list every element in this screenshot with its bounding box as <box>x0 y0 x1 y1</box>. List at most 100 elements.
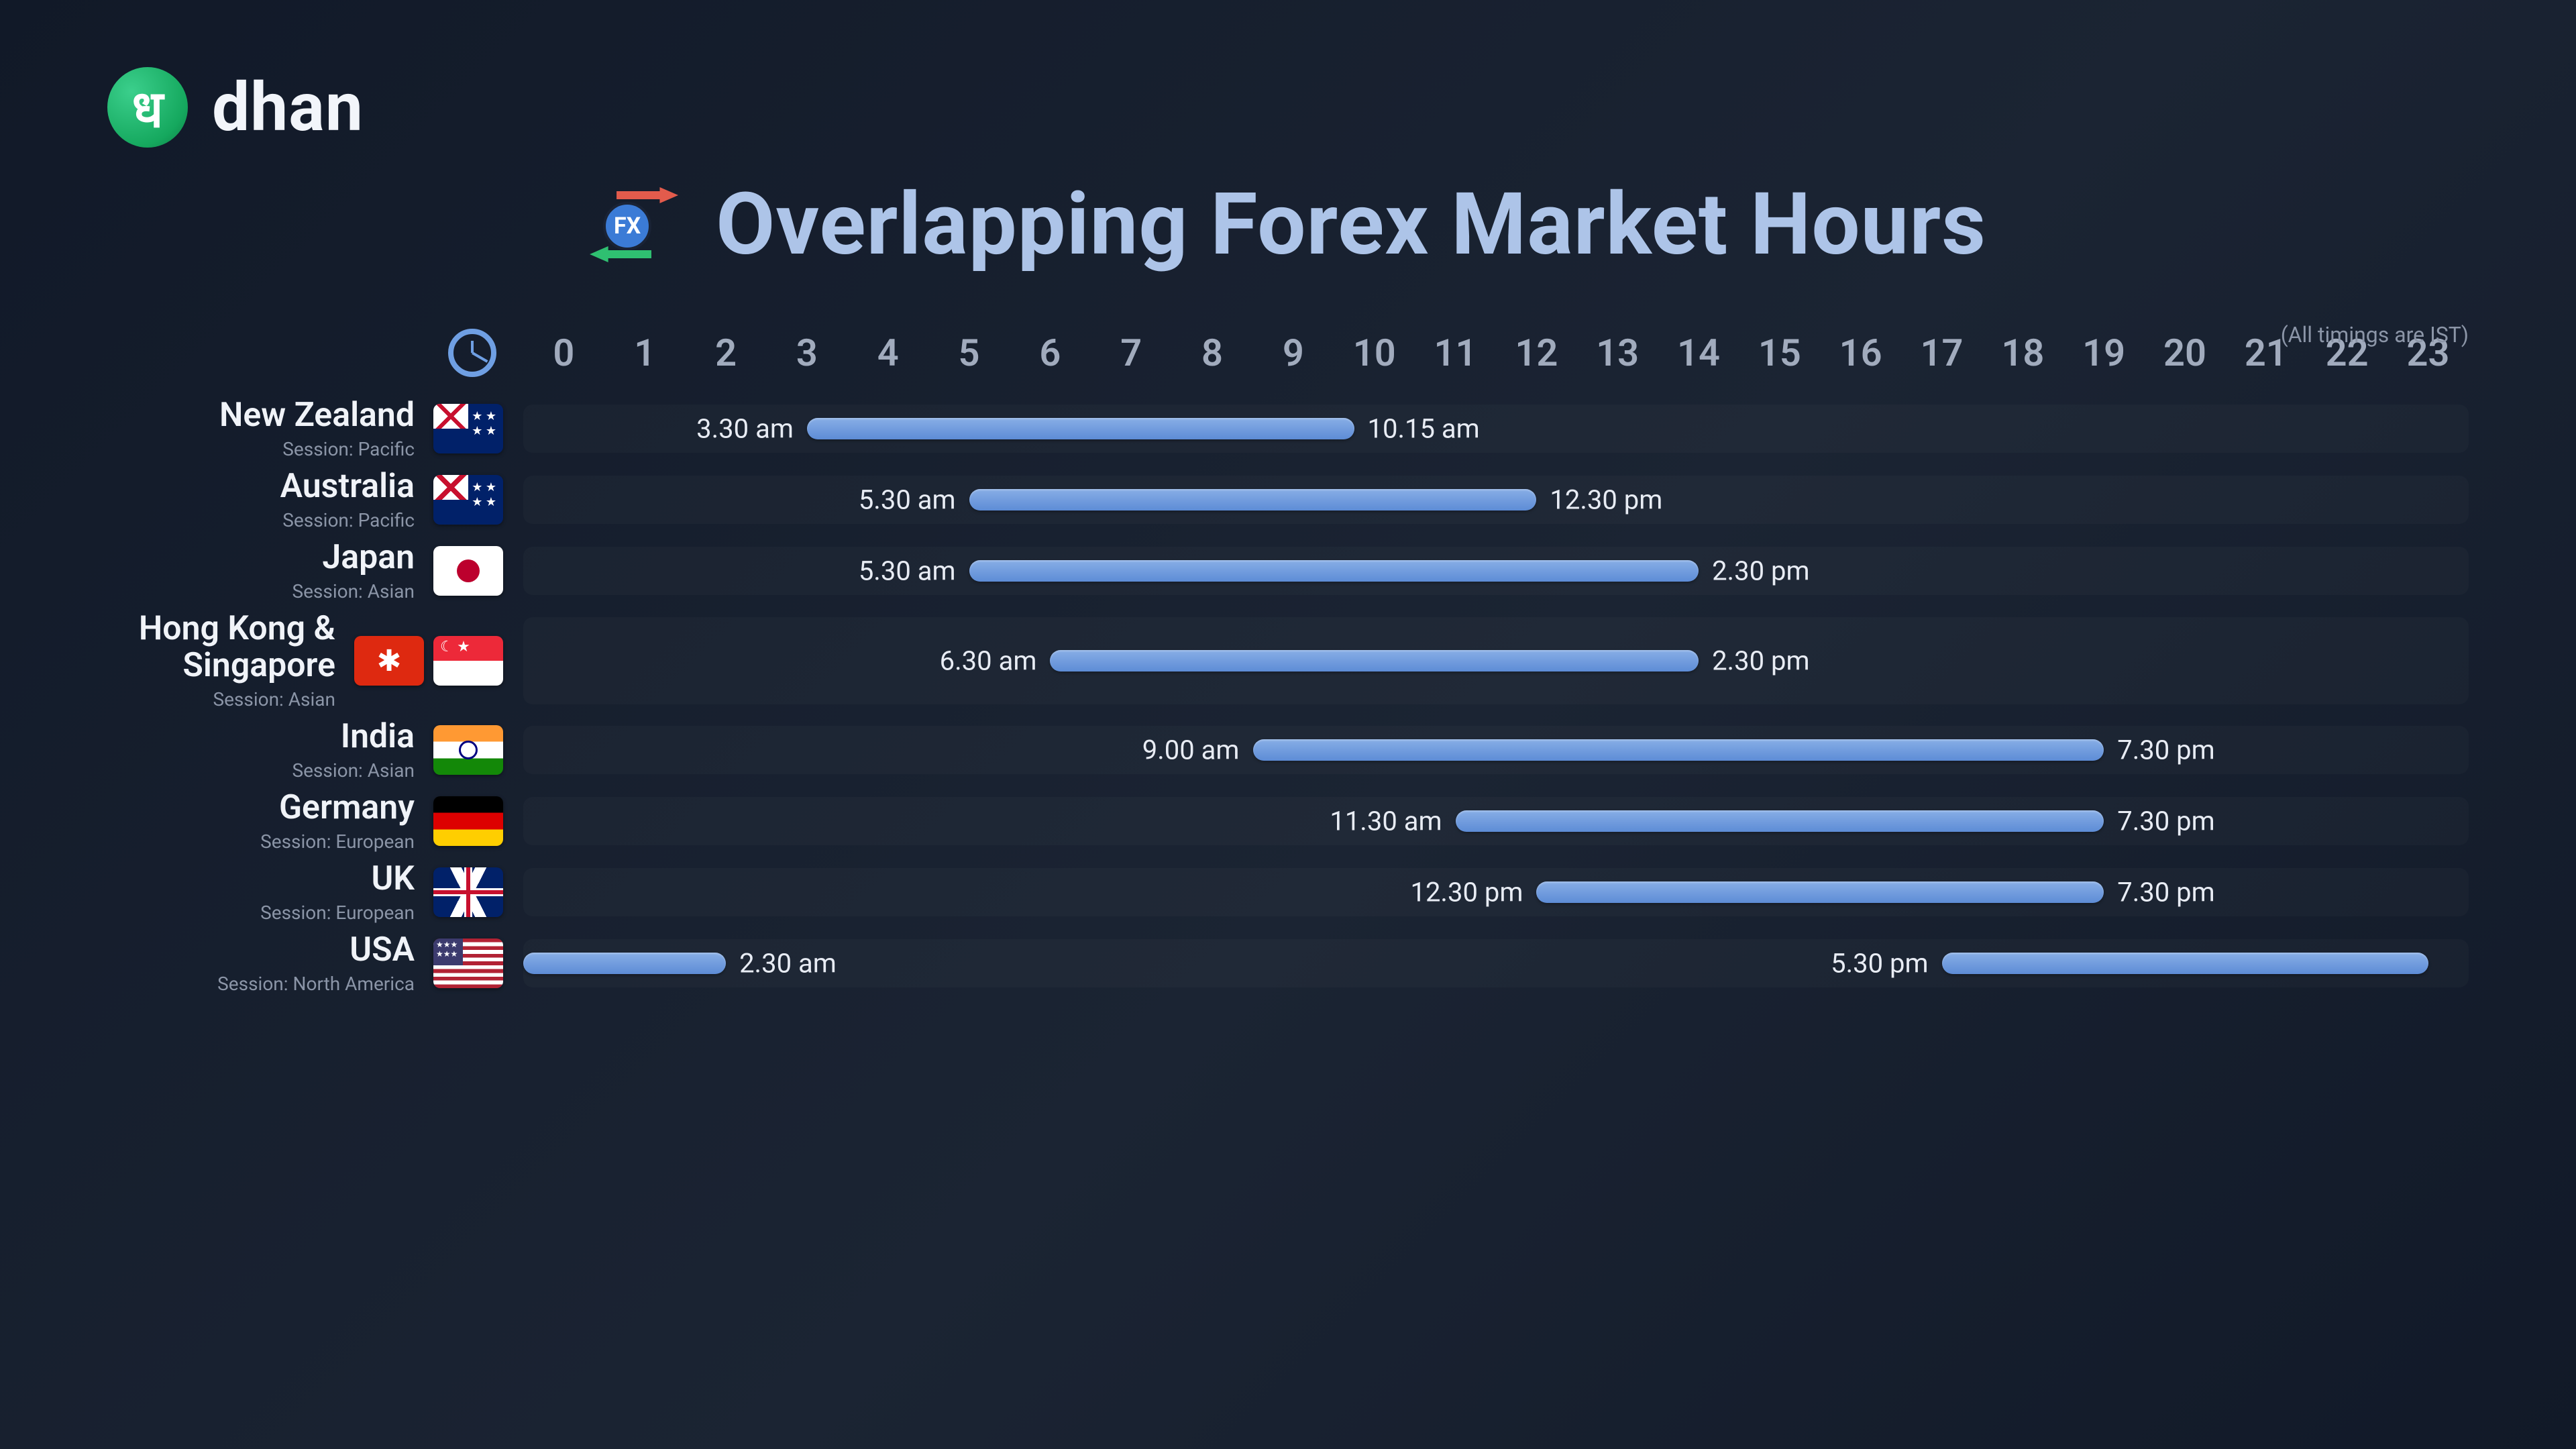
hours-axis-labels: 01234567891011121314151617181920212223 <box>523 331 2469 375</box>
session-name: Session: Asian <box>107 688 335 710</box>
country-name: Japan <box>292 539 415 576</box>
hour-tick: 1 <box>604 331 686 375</box>
country-name: USA <box>217 932 415 969</box>
flag-nz-icon <box>433 404 503 453</box>
timeline-cell: 6.30 am 2.30 pm <box>523 610 2469 710</box>
hour-tick: 7 <box>1091 331 1172 375</box>
session-bar <box>807 418 1354 439</box>
brand-logo-mark: ध <box>107 67 188 148</box>
bar-end-label: 2.30 pm <box>1712 555 1809 587</box>
market-row: India Session: Asian 9.00 am 7.30 pm <box>107 718 2469 782</box>
flag-au-icon <box>433 475 503 525</box>
timeline-track: 3.30 am 10.15 am <box>523 405 2469 453</box>
flag-group <box>433 725 503 775</box>
clock-icon <box>448 329 496 377</box>
hour-tick: 17 <box>1901 331 1982 375</box>
bar-end-label: 7.30 pm <box>2117 806 2214 837</box>
hour-tick: 14 <box>1658 331 1739 375</box>
country-name: Australia <box>280 468 415 505</box>
chart-title-row: FX Overlapping Forex Market Hours <box>107 174 2469 275</box>
flag-sg-icon <box>433 636 503 686</box>
country-name: Hong Kong & Singapore <box>107 610 335 684</box>
market-row: GermanySession: European 11.30 am 7.30 pm <box>107 790 2469 853</box>
hour-tick: 15 <box>1739 331 1820 375</box>
timeline-track: 2.30 am 5.30 pm <box>523 939 2469 987</box>
hour-tick: 20 <box>2145 331 2226 375</box>
session-name: Session: Asian <box>292 580 415 602</box>
timeline-cell: 5.30 am12.30 pm <box>523 468 2469 531</box>
bar-end-label: 7.30 pm <box>2117 735 2214 766</box>
flag-de-icon <box>433 796 503 846</box>
market-row: New ZealandSession: Pacific 3.30 am 10.15 … <box>107 397 2469 460</box>
timeline-cell: 5.30 am 2.30 pm <box>523 539 2469 602</box>
flag-in-icon <box>433 725 503 775</box>
market-label: Australia Session: Pacific <box>107 468 523 531</box>
hour-tick: 19 <box>2063 331 2145 375</box>
bar-end-label: 2.30 am <box>739 948 837 979</box>
hours-axis: 01234567891011121314151617181920212223 <box>107 329 2469 377</box>
hour-tick: 10 <box>1334 331 1415 375</box>
flag-group <box>433 404 503 453</box>
session-bar <box>969 489 1537 511</box>
market-label: USA Session: North America <box>107 932 523 995</box>
hour-tick: 3 <box>766 331 847 375</box>
fx-badge-icon: FX <box>603 202 651 250</box>
country-name: UK <box>260 861 415 898</box>
market-label: New ZealandSession: Pacific <box>107 397 523 460</box>
session-bar <box>969 560 1699 582</box>
country-name: New Zealand <box>219 397 415 434</box>
timeline-track: 5.30 am 2.30 pm <box>523 547 2469 595</box>
market-label: Hong Kong & Singapore Session: Asian <box>107 610 523 710</box>
brand-logo-text: dhan <box>212 68 364 147</box>
bar-start-label: 5.30 pm <box>1831 948 1928 979</box>
bar-start-label: 12.30 pm <box>1410 877 1523 908</box>
bar-start-label: 5.30 am <box>859 555 956 587</box>
flag-hk-icon <box>354 636 424 686</box>
flag-group <box>433 546 503 596</box>
timeline-track: 6.30 am 2.30 pm <box>523 617 2469 704</box>
market-row: Australia Session: Pacific 5.30 am12.30 pm <box>107 468 2469 531</box>
session-bar <box>1253 739 2104 761</box>
timeline-track: 12.30 pm 7.30 pm <box>523 868 2469 916</box>
session-name: Session: Pacific <box>280 509 415 531</box>
market-row: Japan Session: Asian 5.30 am 2.30 pm <box>107 539 2469 602</box>
fx-exchange-icon: FX <box>590 184 684 265</box>
session-name: Session: Asian <box>292 759 415 782</box>
market-row: Hong Kong & Singapore Session: Asian 6.30 … <box>107 610 2469 710</box>
hour-tick: 16 <box>1820 331 1901 375</box>
market-label: GermanySession: European <box>107 790 523 853</box>
country-name: India <box>292 718 415 755</box>
market-label: India Session: Asian <box>107 718 523 782</box>
session-bar <box>1942 953 2428 974</box>
hour-tick: 18 <box>1982 331 2063 375</box>
bar-start-label: 11.30 am <box>1330 806 1442 837</box>
flag-group <box>354 636 503 686</box>
flag-us-icon <box>433 938 503 988</box>
bar-end-label: 7.30 pm <box>2117 877 2214 908</box>
hour-tick: 4 <box>847 331 928 375</box>
bar-start-label: 6.30 am <box>940 645 1037 676</box>
timeline-track: 9.00 am 7.30 pm <box>523 726 2469 774</box>
timeline-cell: 2.30 am 5.30 pm <box>523 932 2469 995</box>
timeline-track: 11.30 am 7.30 pm <box>523 797 2469 845</box>
flag-jp-icon <box>433 546 503 596</box>
session-bar <box>1536 881 2104 903</box>
hour-tick: 0 <box>523 331 604 375</box>
hour-tick: 13 <box>1577 331 1658 375</box>
bar-start-label: 3.30 am <box>696 413 794 445</box>
market-label: Japan Session: Asian <box>107 539 523 602</box>
arrow-right-icon <box>616 187 678 203</box>
hour-tick: 9 <box>1252 331 1334 375</box>
session-name: Session: North America <box>217 973 415 995</box>
session-name: Session: European <box>260 902 415 924</box>
bar-start-label: 9.00 am <box>1142 735 1240 766</box>
session-bar <box>1456 810 2104 832</box>
market-label: UK Session: European <box>107 861 523 924</box>
bar-end-label: 10.15 am <box>1368 413 1480 445</box>
session-bar <box>523 953 726 974</box>
bar-end-label: 2.30 pm <box>1712 645 1809 676</box>
axis-note: (All timings are IST) <box>2281 322 2469 347</box>
bar-start-label: 5.30 am <box>859 484 956 516</box>
flag-group <box>433 796 503 846</box>
country-name: Germany <box>260 790 415 826</box>
